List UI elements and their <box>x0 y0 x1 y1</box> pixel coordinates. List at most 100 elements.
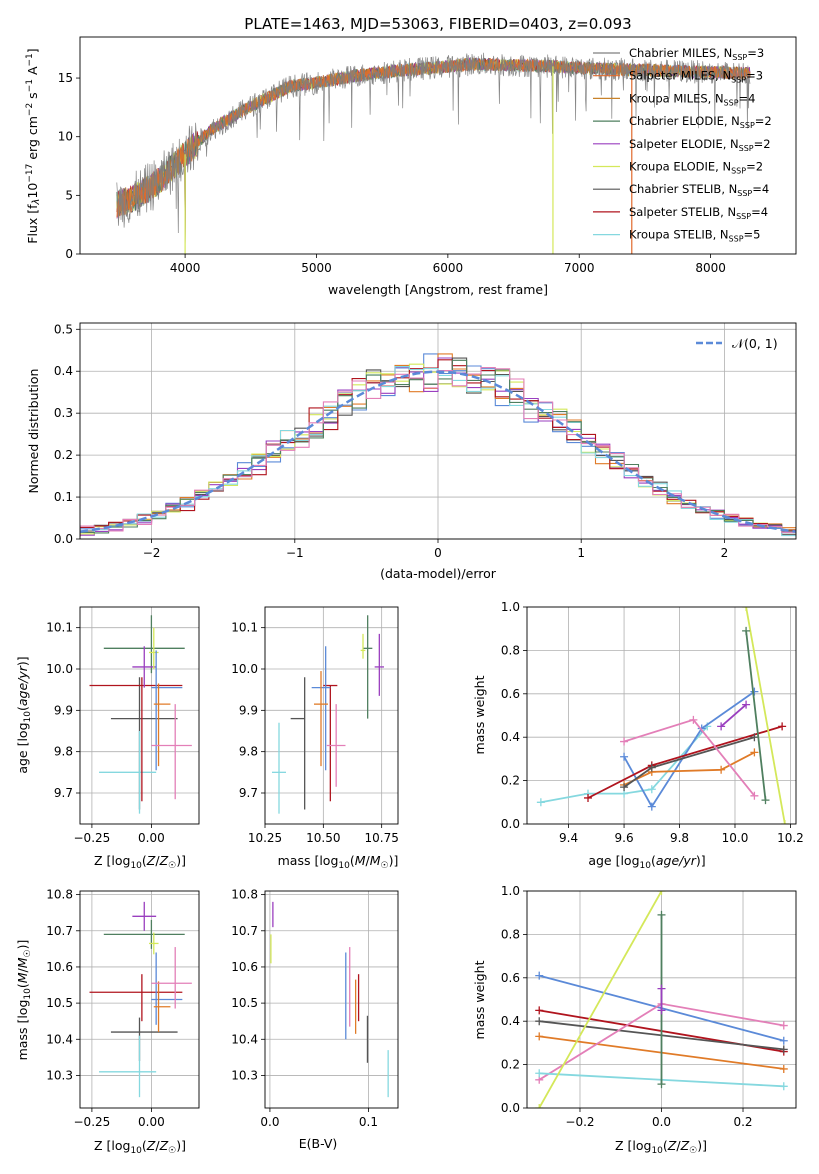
weight-point-marker <box>717 722 726 731</box>
spectrum-ylabel: Flux [fλ10−17 erg cm−2 s−1 A−1] <box>25 48 42 243</box>
x-tick-label: 0.00 <box>138 831 165 845</box>
ageZ-ylabel: age [log10(age/yr)] <box>15 656 33 773</box>
legend-label: Kroupa STELIB, NSSP=5 <box>629 228 760 244</box>
y-tick-label: 1.0 <box>501 884 520 898</box>
y-tick-label: 10.7 <box>231 924 258 938</box>
weight-point-marker <box>779 1021 788 1030</box>
y-tick-label: 0.4 <box>501 1014 520 1028</box>
weight-point-marker <box>742 700 751 709</box>
axes-frame <box>264 890 399 1109</box>
axes-frame <box>526 606 797 825</box>
ageZ-xlabel: Z [log10(Z/Z☉)] <box>94 853 186 871</box>
weight-point-marker <box>657 910 666 919</box>
figure-title: PLATE=1463, MJD=53063, FIBERID=0403, z=0… <box>244 15 631 33</box>
weight-point-marker <box>657 891 666 895</box>
y-tick-label: 10.3 <box>231 1068 258 1082</box>
normal-legend-label: 𝒩(0, 1) <box>732 336 778 351</box>
legend-label: Salpeter ELODIE, NSSP=2 <box>629 137 771 153</box>
weight-point-marker <box>761 796 770 805</box>
y-tick-label: 10.5 <box>231 996 258 1010</box>
plot-area <box>270 901 389 1098</box>
x-tick-label: 10.0 <box>722 831 749 845</box>
y-tick-label: 5 <box>65 188 73 202</box>
weight-point-marker <box>750 748 759 757</box>
x-tick-label: 6000 <box>433 261 464 275</box>
legend-label: Chabrier STELIB, NSSP=4 <box>629 182 769 198</box>
x-tick-label: −2 <box>143 546 161 560</box>
x-tick-label: 0.0 <box>260 1115 279 1129</box>
massZ-ylabel: mass [log10(M/M☉)] <box>15 940 33 1061</box>
x-tick-label: −0.2 <box>565 1115 594 1129</box>
x-tick-label: 0 <box>434 546 442 560</box>
x-tick-label: 1 <box>577 546 585 560</box>
x-tick-label: 0.0 <box>652 1115 671 1129</box>
weight-point-marker <box>535 1069 544 1078</box>
x-tick-label: 7000 <box>564 261 595 275</box>
y-tick-label: 0.5 <box>54 322 73 336</box>
x-tick-label: −0.25 <box>74 831 111 845</box>
weight-point-marker <box>620 737 629 746</box>
wAge-xlabel: age [log10(age/yr)] <box>588 853 705 871</box>
legend-label: Salpeter MILES, NSSP=3 <box>629 69 763 85</box>
residual-histogram <box>80 367 796 536</box>
mass-vs-metallicity-plot: −0.25 0.00 10.3 10.4 10.5 10.6 10.7 10.8 <box>46 888 200 1129</box>
plot-area <box>89 615 192 814</box>
y-tick-label: 10 <box>58 130 73 144</box>
y-tick-label: 10.1 <box>231 621 258 635</box>
residuals-plot: −2 −1 0 1 2 0.0 0.1 0.2 0.3 0.4 0.5 <box>54 322 797 560</box>
weight-point-marker <box>779 1082 788 1091</box>
weight-series-line <box>745 607 786 824</box>
x-tick-label: 10.50 <box>306 831 340 845</box>
y-tick-label: 0.4 <box>501 730 520 744</box>
y-tick-label: 9.7 <box>239 786 258 800</box>
y-tick-label: 15 <box>58 71 73 85</box>
y-tick-label: 9.8 <box>239 745 258 759</box>
normal-curve <box>80 370 796 533</box>
spectrum-series-line <box>116 52 751 254</box>
weight-point-marker <box>779 1064 788 1073</box>
y-tick-label: 0.8 <box>501 927 520 941</box>
y-tick-label: 0.0 <box>54 532 73 546</box>
plot-area <box>89 901 192 1098</box>
weight-point-marker <box>535 1017 544 1026</box>
spectrum-xlabel: wavelength [Angstrom, rest frame] <box>328 282 548 297</box>
axes-frame <box>526 890 797 1109</box>
y-tick-label: 10.1 <box>46 621 73 635</box>
y-tick-label: 0.4 <box>54 364 73 378</box>
y-tick-label: 10.5 <box>46 996 73 1010</box>
y-tick-label: 9.9 <box>239 703 258 717</box>
y-tick-label: 0.0 <box>501 1101 520 1115</box>
y-tick-label: 10.0 <box>231 662 258 676</box>
x-tick-label: 5000 <box>301 261 332 275</box>
weight-point-marker <box>778 722 787 731</box>
massE-xlabel: E(B-V) <box>299 1136 338 1151</box>
plot-area <box>80 353 796 537</box>
weight-point-marker <box>750 791 759 800</box>
x-tick-label: 10.75 <box>364 831 398 845</box>
axes-frame <box>79 36 797 255</box>
weight-point-marker <box>750 687 759 696</box>
weight-series-line <box>623 690 755 809</box>
x-tick-label: −0.25 <box>74 1115 111 1129</box>
weight-point-marker <box>535 1032 544 1041</box>
weight-point-marker <box>647 785 656 794</box>
weight-point-marker <box>780 820 789 824</box>
weight-point-marker <box>535 1104 544 1108</box>
weight-point-marker <box>689 715 698 724</box>
y-tick-label: 9.7 <box>54 786 73 800</box>
weight-point-marker <box>535 1006 544 1015</box>
x-tick-label: 10.2 <box>777 831 804 845</box>
y-tick-label: 10.8 <box>231 888 258 902</box>
legend-label: Kroupa ELODIE, NSSP=2 <box>629 160 763 176</box>
wZ-ylabel: mass weight <box>472 960 487 1039</box>
y-tick-label: 10.6 <box>46 960 73 974</box>
x-tick-label: 2 <box>721 546 729 560</box>
y-tick-label: 10.7 <box>46 924 73 938</box>
weight-point-marker <box>779 1036 788 1045</box>
x-tick-label: 0.2 <box>733 1115 752 1129</box>
weight-point-marker <box>584 793 593 802</box>
wAge-ylabel: mass weight <box>472 675 487 754</box>
weight-point-marker <box>535 971 544 980</box>
weight-point-marker <box>657 1080 666 1089</box>
